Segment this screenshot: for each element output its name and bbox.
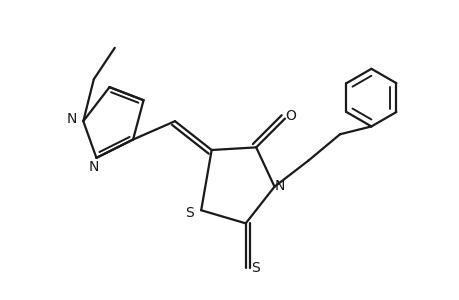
Text: N: N [274, 178, 284, 193]
Text: S: S [185, 206, 194, 220]
Text: N: N [89, 160, 99, 174]
Text: S: S [250, 261, 259, 275]
Text: N: N [67, 112, 77, 126]
Text: O: O [284, 109, 295, 123]
